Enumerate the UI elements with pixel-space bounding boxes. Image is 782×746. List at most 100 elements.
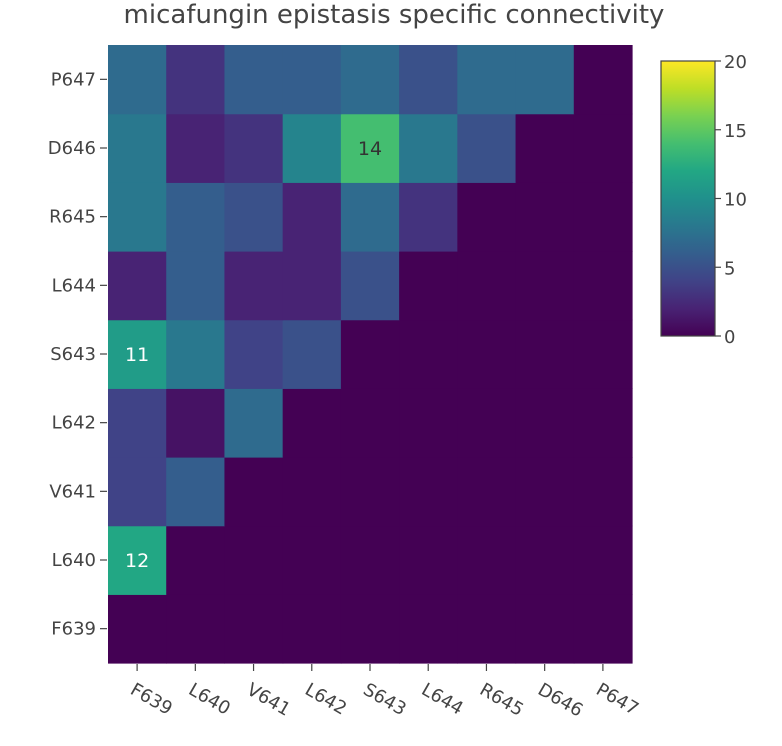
heatmap-cell-P647-L644 xyxy=(573,251,633,321)
y-tick-label-L644: L644 xyxy=(52,275,96,296)
heatmap-cell-L644-F639 xyxy=(399,594,458,664)
y-axis: F639 L640 V641 L642 S643 L644 R645 D646 P647 xyxy=(48,69,107,640)
heatmap-cell-R645-L644 xyxy=(457,251,517,321)
heatmap-cell-V641-S643 xyxy=(224,319,284,389)
heatmap-cell-D646-L644 xyxy=(515,251,575,321)
heatmap-cell-S643-S643 xyxy=(340,319,400,389)
heatmap-cell-D646-R645 xyxy=(515,182,575,252)
heatmap-cell-L644-V641 xyxy=(399,457,458,527)
heatmap-cell-L642-F639 xyxy=(282,594,342,664)
x-tick-label-L642: L642 xyxy=(301,679,350,719)
heatmap-cell-F639-S643 xyxy=(108,319,167,389)
x-axis: F639 L640 V641 L642 S643 L644 R645 D646 P647 xyxy=(127,664,642,721)
y-tick-label-P647: P647 xyxy=(51,69,96,90)
heatmap-cell-L642-S643 xyxy=(282,319,342,389)
heatmap-cell-S643-V641 xyxy=(340,457,400,527)
heatmap-cell-D646-F639 xyxy=(515,594,575,664)
heatmap-cell-D646-D646 xyxy=(515,113,575,183)
x-tick-label-D646: D646 xyxy=(534,679,586,721)
heatmap-cell-F639-V641 xyxy=(108,457,167,527)
heatmap-cell-D646-V641 xyxy=(515,457,575,527)
heatmap-cell-D646-L640 xyxy=(515,525,575,595)
heatmap-cell-L644-D646 xyxy=(399,113,458,183)
heatmap-cell-V641-L644 xyxy=(224,251,284,321)
x-tick-label-R645: R645 xyxy=(476,679,527,721)
colorbar-tick-label-10: 10 xyxy=(724,190,747,211)
heatmap-cell-L642-R645 xyxy=(282,182,342,252)
heatmap-cell-L640-L640 xyxy=(166,525,226,595)
heatmap-cell-L642-L644 xyxy=(282,251,342,321)
heatmap-cells xyxy=(108,45,633,664)
heatmap-cell-L644-P647 xyxy=(399,45,458,115)
heatmap-cell-L640-D646 xyxy=(166,113,226,183)
heatmap-cell-F639-P647 xyxy=(108,45,167,115)
heatmap-cell-V641-L640 xyxy=(224,525,284,595)
heatmap-cell-L644-R645 xyxy=(399,182,458,252)
colorbar-tick-label-5: 5 xyxy=(724,258,735,279)
heatmap-cell-S643-R645 xyxy=(340,182,400,252)
heatmap-cell-R645-R645 xyxy=(457,182,517,252)
heatmap-cell-L642-L642 xyxy=(282,388,342,458)
cell-annotation-F639-S643: 11 xyxy=(125,344,149,366)
heatmap-cell-L640-F639 xyxy=(166,594,226,664)
heatmap-cell-D646-P647 xyxy=(515,45,575,115)
x-tick-label-V641: V641 xyxy=(243,679,294,721)
y-tick-label-L642: L642 xyxy=(52,413,96,434)
heatmap-cell-L642-V641 xyxy=(282,457,342,527)
x-tick-label-P647: P647 xyxy=(592,679,642,720)
heatmap-cell-P647-F639 xyxy=(573,594,633,664)
heatmap-cell-S643-L640 xyxy=(340,525,400,595)
heatmap-cell-R645-P647 xyxy=(457,45,517,115)
heatmap-cell-V641-V641 xyxy=(224,457,284,527)
heatmap-cell-L640-P647 xyxy=(166,45,226,115)
heatmap-cell-R645-D646 xyxy=(457,113,517,183)
heatmap-cell-V641-P647 xyxy=(224,45,284,115)
heatmap-cell-V641-L642 xyxy=(224,388,284,458)
heatmap-cell-L642-L640 xyxy=(282,525,342,595)
heatmap-cell-P647-L642 xyxy=(573,388,633,458)
heatmap-cell-F639-R645 xyxy=(108,182,167,252)
x-tick-label-F639: F639 xyxy=(127,679,176,720)
heatmap-cell-S643-P647 xyxy=(340,45,400,115)
heatmap-cell-P647-R645 xyxy=(573,182,633,252)
heatmap-cell-D646-L642 xyxy=(515,388,575,458)
colorbar-bar xyxy=(660,60,716,337)
heatmap-cell-R645-S643 xyxy=(457,319,517,389)
chart-title: micafungin epistasis specific connectivi… xyxy=(124,0,665,30)
colorbar-tick-label-0: 0 xyxy=(724,327,735,348)
heatmap-cell-L644-L640 xyxy=(399,525,458,595)
heatmap-cell-F639-L640 xyxy=(108,525,167,595)
heatmap-cell-V641-F639 xyxy=(224,594,284,664)
heatmap-cell-L640-L644 xyxy=(166,251,226,321)
heatmap-cell-L640-S643 xyxy=(166,319,226,389)
heatmap-cell-P647-S643 xyxy=(573,319,633,389)
heatmap-cell-L644-L642 xyxy=(399,388,458,458)
heatmap-cell-R645-L640 xyxy=(457,525,517,595)
heatmap-cell-P647-L640 xyxy=(573,525,633,595)
heatmap-cell-L642-P647 xyxy=(282,45,342,115)
heatmap-cell-S643-L644 xyxy=(340,251,400,321)
heatmap-cell-F639-F639 xyxy=(108,594,167,664)
heatmap-cell-F639-D646 xyxy=(108,113,167,183)
heatmap-cell-R645-L642 xyxy=(457,388,517,458)
heatmap-cell-S643-F639 xyxy=(340,594,400,664)
colorbar: 0 5 10 15 20 xyxy=(660,52,747,348)
y-tick-label-R645: R645 xyxy=(49,207,96,228)
y-tick-label-S643: S643 xyxy=(50,344,96,365)
y-tick-label-L640: L640 xyxy=(52,550,96,571)
heatmap-cell-V641-D646 xyxy=(224,113,284,183)
cell-annotations: 12 11 14 xyxy=(125,138,382,572)
heatmap-cell-L640-V641 xyxy=(166,457,226,527)
heatmap-cell-D646-S643 xyxy=(515,319,575,389)
heatmap-cell-R645-F639 xyxy=(457,594,517,664)
colorbar-tick-label-20: 20 xyxy=(724,52,747,73)
heatmap-cell-L642-D646 xyxy=(282,113,342,183)
x-tick-label-S643: S643 xyxy=(360,679,410,720)
y-tick-label-D646: D646 xyxy=(48,138,96,159)
heatmap-cell-F639-L642 xyxy=(108,388,167,458)
heatmap-cell-S643-D646 xyxy=(340,113,400,183)
heatmap-cell-P647-P647 xyxy=(573,45,633,115)
heatmap-cell-V641-R645 xyxy=(224,182,284,252)
colorbar-tick-label-15: 15 xyxy=(724,121,747,142)
